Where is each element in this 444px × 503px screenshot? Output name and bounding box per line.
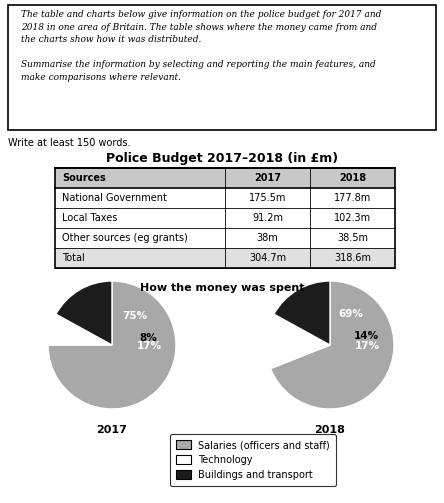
Text: Total: Total xyxy=(62,253,84,263)
Text: Write at least 150 words.: Write at least 150 words. xyxy=(8,138,131,148)
Text: National Government: National Government xyxy=(62,193,166,203)
Text: 2018: 2018 xyxy=(339,173,366,183)
Text: 318.6m: 318.6m xyxy=(334,253,371,263)
Bar xyxy=(55,248,395,268)
Text: 75%: 75% xyxy=(122,310,147,320)
Bar xyxy=(55,188,395,208)
Text: 38.5m: 38.5m xyxy=(337,233,368,243)
Text: 69%: 69% xyxy=(339,309,364,319)
Text: 91.2m: 91.2m xyxy=(252,213,283,223)
Text: 2018: 2018 xyxy=(314,425,345,435)
Text: How the money was spent: How the money was spent xyxy=(140,283,304,293)
Text: Sources: Sources xyxy=(62,173,106,183)
Wedge shape xyxy=(274,281,330,345)
Wedge shape xyxy=(56,281,112,345)
Bar xyxy=(55,168,395,188)
Text: 304.7m: 304.7m xyxy=(249,253,286,263)
Wedge shape xyxy=(270,281,394,409)
Text: 14%: 14% xyxy=(353,331,379,341)
Wedge shape xyxy=(266,314,330,369)
Bar xyxy=(55,208,395,228)
Text: 17%: 17% xyxy=(137,341,162,351)
Text: 38m: 38m xyxy=(257,233,278,243)
Text: 2017: 2017 xyxy=(96,425,127,435)
Text: 177.8m: 177.8m xyxy=(334,193,371,203)
Text: 175.5m: 175.5m xyxy=(249,193,286,203)
Text: The table and charts below give information on the police budget for 2017 and
20: The table and charts below give informat… xyxy=(21,10,381,81)
Text: 17%: 17% xyxy=(355,341,380,351)
Text: 8%: 8% xyxy=(139,333,157,343)
Wedge shape xyxy=(48,314,112,345)
Text: Local Taxes: Local Taxes xyxy=(62,213,117,223)
Text: Police Budget 2017–2018 (in £m): Police Budget 2017–2018 (in £m) xyxy=(106,152,338,165)
Text: 2017: 2017 xyxy=(254,173,281,183)
Text: 102.3m: 102.3m xyxy=(334,213,371,223)
Wedge shape xyxy=(48,281,176,409)
Bar xyxy=(55,228,395,248)
Text: Other sources (eg grants): Other sources (eg grants) xyxy=(62,233,187,243)
Legend: Salaries (officers and staff), Technology, Buildings and transport: Salaries (officers and staff), Technolog… xyxy=(170,434,336,485)
